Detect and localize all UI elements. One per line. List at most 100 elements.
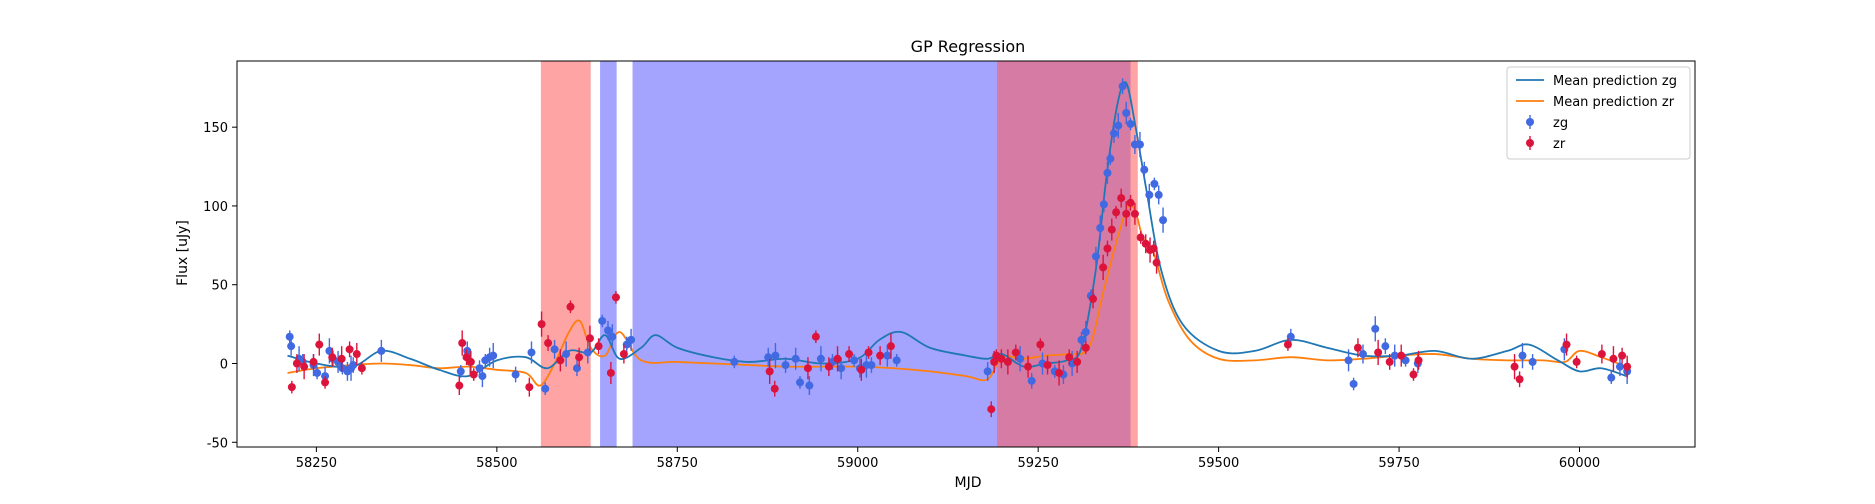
data-point-zg [541, 384, 550, 393]
data-point-zg [1114, 121, 1123, 130]
data-point-zg [377, 346, 386, 355]
data-point-zr [1130, 209, 1139, 218]
data-point-zr [1409, 370, 1418, 379]
data-point-zg [456, 367, 465, 376]
data-point-zr [469, 370, 478, 379]
y-tick-label: 50 [211, 279, 228, 294]
data-point-zr [1562, 340, 1571, 349]
data-point-zg [1091, 252, 1100, 261]
data-point-zr [575, 353, 584, 362]
data-point-zg [1122, 108, 1131, 117]
data-point-zr [1011, 348, 1020, 357]
x-tick-label: 59500 [1198, 456, 1239, 471]
x-tick-label: 59750 [1378, 456, 1419, 471]
data-point-zg [730, 357, 739, 366]
data-point-zr [833, 354, 842, 363]
data-point-zr [811, 332, 820, 341]
x-axis-label: MJD [955, 475, 982, 491]
data-point-zr [606, 368, 615, 377]
data-point-zg [511, 370, 520, 379]
y-tick-label: 150 [203, 121, 228, 136]
x-tick-label: 59000 [837, 456, 878, 471]
data-point-zg [1381, 342, 1390, 351]
data-point-zr [1510, 362, 1519, 371]
data-point-zr [537, 320, 546, 329]
data-point-zr [357, 364, 366, 373]
data-point-zg [598, 316, 607, 325]
data-point-zg [285, 332, 294, 341]
data-point-zg [1140, 165, 1149, 174]
data-point-zr [1572, 357, 1581, 366]
shaded-region-zr-4 [997, 61, 1138, 447]
data-point-zg [1390, 351, 1399, 360]
data-point-zr [1107, 225, 1116, 234]
data-point-zg [1027, 376, 1036, 385]
data-point-zr [1414, 356, 1423, 365]
data-point-zg [463, 346, 472, 355]
data-point-zg [287, 342, 296, 351]
data-point-zr [770, 384, 779, 393]
data-point-zr [556, 356, 565, 365]
legend-label: zg [1553, 116, 1568, 131]
data-point-zr [864, 348, 873, 357]
shaded-region-zg-2 [632, 61, 998, 447]
data-point-zr [315, 340, 324, 349]
shaded-region-zg-1 [600, 61, 617, 447]
data-point-zr [292, 359, 301, 368]
data-point-zg [1145, 190, 1154, 199]
plot-frame [236, 60, 1696, 448]
data-point-zg [764, 353, 773, 362]
data-point-zg [562, 350, 571, 359]
data-point-zr [455, 381, 464, 390]
data-point-zg [475, 364, 484, 373]
data-point-zr [997, 354, 1006, 363]
x-tick-label: 58750 [657, 456, 698, 471]
observation-points [285, 78, 1632, 418]
x-tick-label: 59250 [1017, 456, 1058, 471]
data-point-zr [765, 367, 774, 376]
chart-title: GP Regression [911, 37, 1026, 56]
data-point-zg [883, 351, 892, 360]
data-point-zg [837, 364, 846, 373]
legend-marker-swatch [1526, 139, 1534, 147]
legend-label: Mean prediction zr [1553, 95, 1675, 110]
data-point-zr [466, 357, 475, 366]
data-point-zr [345, 345, 354, 354]
data-point-zr [594, 342, 603, 351]
data-point-zg [603, 326, 612, 335]
data-point-zr [328, 353, 337, 362]
data-point-zg [1106, 154, 1115, 163]
data-point-zr [1597, 350, 1606, 359]
data-point-zg [805, 381, 814, 390]
data-point-zr [309, 357, 318, 366]
data-point-zr [566, 302, 575, 311]
legend: Mean prediction zg Mean prediction zr zg zr [1506, 66, 1691, 160]
data-point-zg [850, 356, 859, 365]
data-point-zr [1152, 258, 1161, 267]
data-point-zg [795, 378, 804, 387]
data-point-zr [1089, 294, 1098, 303]
data-point-zg [1096, 224, 1105, 233]
data-point-zg [791, 354, 800, 363]
y-tick-label: 100 [203, 200, 228, 215]
data-point-zr [1043, 361, 1052, 370]
data-point-zg [983, 367, 992, 376]
data-point-zr [525, 383, 534, 392]
data-point-zr [1515, 375, 1524, 384]
data-point-zg [478, 372, 487, 381]
data-point-zg [550, 345, 559, 354]
data-point-zr [1141, 239, 1150, 248]
data-point-zg [1081, 327, 1090, 336]
data-point-zr [803, 364, 812, 373]
data-point-zr [352, 350, 361, 359]
data-point-zr [1065, 353, 1074, 362]
data-point-zg [1349, 379, 1358, 388]
data-point-zr [611, 293, 620, 302]
data-point-zr [1353, 343, 1362, 352]
data-point-zr [1024, 362, 1033, 371]
x-tick-label: 60000 [1559, 456, 1600, 471]
data-point-zr [619, 350, 628, 359]
data-point-zg [1286, 332, 1295, 341]
data-point-zr [1374, 348, 1383, 357]
